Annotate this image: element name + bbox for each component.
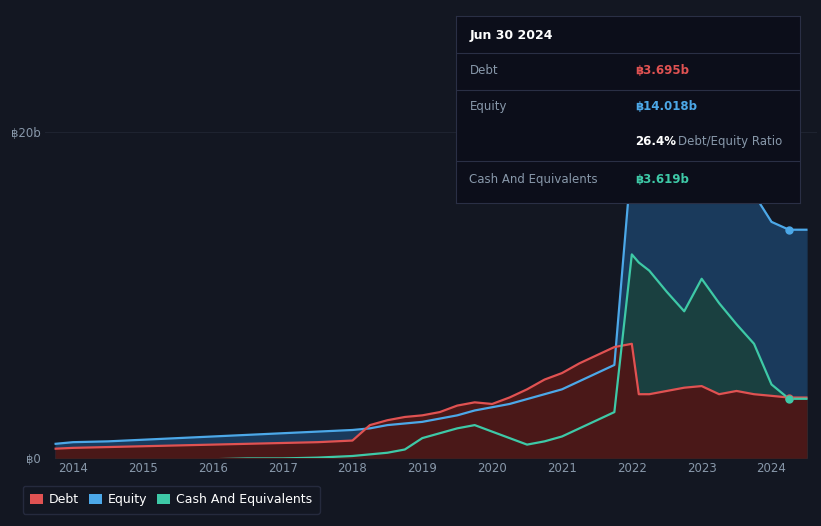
Text: Debt/Equity Ratio: Debt/Equity Ratio [678, 135, 782, 148]
Text: Debt: Debt [470, 64, 498, 77]
Text: ฿14.018b: ฿14.018b [635, 100, 697, 113]
Text: Jun 30 2024: Jun 30 2024 [470, 29, 553, 42]
Text: ฿3.619b: ฿3.619b [635, 173, 689, 186]
Text: Cash And Equivalents: Cash And Equivalents [470, 173, 598, 186]
Text: ฿3.695b: ฿3.695b [635, 64, 689, 77]
Text: 26.4%: 26.4% [635, 135, 676, 148]
Legend: Debt, Equity, Cash And Equivalents: Debt, Equity, Cash And Equivalents [23, 486, 319, 514]
Text: Equity: Equity [470, 100, 507, 113]
